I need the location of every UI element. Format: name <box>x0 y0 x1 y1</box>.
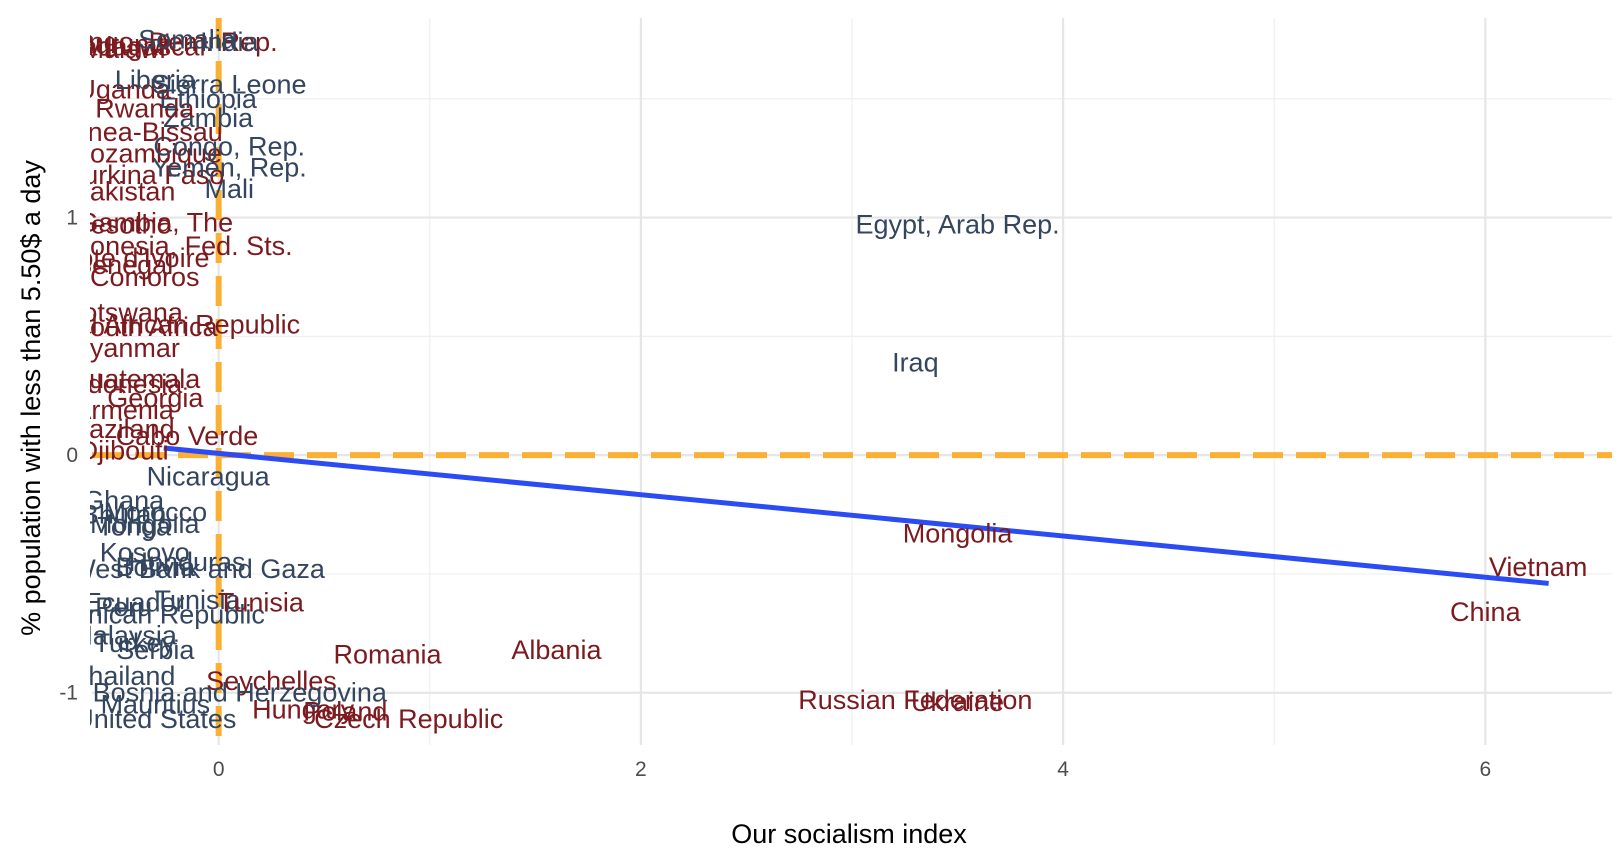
point-label: Tunisia <box>218 587 305 617</box>
point-label: Morocco <box>104 497 208 527</box>
point-label: Guinea-Bissau <box>46 117 223 147</box>
x-tick-label: 2 <box>635 758 647 781</box>
point-label: Myanmar <box>67 333 180 363</box>
point-label: Mozambique <box>67 138 222 168</box>
point-label: Turkey <box>93 628 175 658</box>
point-label: United States <box>74 704 236 734</box>
point-label: Central African Republic <box>11 309 301 339</box>
point-label: Mongolia <box>90 509 201 539</box>
x-tick-label: 6 <box>1479 758 1491 781</box>
minor-gridlines <box>92 18 1612 745</box>
point-label: Tonga <box>97 511 172 541</box>
point-label: Peru <box>95 592 152 622</box>
point-label: Burkina Faso <box>65 160 224 190</box>
point-label: Malawi <box>82 34 166 64</box>
point-label: Ghana <box>83 485 165 515</box>
y-tick-label: 1 <box>66 207 78 230</box>
point-label: Pakistan <box>72 176 176 206</box>
point-label: Serbia <box>116 635 195 665</box>
point-label: Seychelles <box>206 666 337 696</box>
point-label: Liberia <box>115 65 197 95</box>
point-label: Indonesia <box>65 369 183 399</box>
point-label: Russian Federation <box>798 685 1032 715</box>
y-tick-label: 0 <box>66 444 78 467</box>
point-label: Kosovo <box>100 538 190 568</box>
point-label: Ecuador <box>84 587 185 617</box>
fit-line <box>163 445 1549 586</box>
point-label: Guatemala <box>68 364 201 394</box>
point-label: South Africa <box>72 312 219 342</box>
point-label: Vietnam <box>1489 552 1588 582</box>
point-label: India <box>200 27 260 57</box>
point-label: Somalia <box>138 24 237 54</box>
point-label: Albania <box>511 635 602 665</box>
point-label: Sierra Leone <box>152 70 307 100</box>
point-label: Thailand <box>72 661 176 691</box>
point-label: Senegal <box>74 250 173 280</box>
point-label: Botswana <box>64 298 184 328</box>
point-label: Poland <box>303 697 387 727</box>
point-label: Mongolia <box>903 519 1014 549</box>
point-label: Bosnia and Herzegovina <box>93 678 388 708</box>
point-label: Czech Republic <box>314 704 503 734</box>
point-label: Gambia, The <box>78 207 234 237</box>
point-label: Georgia <box>107 383 204 413</box>
point-label: Mauritius <box>101 690 211 720</box>
point-label: Ukraine <box>911 687 1004 717</box>
point-label: Comoros <box>90 262 200 292</box>
point-label: Tunisia <box>155 585 242 615</box>
point-label: Romania <box>334 640 443 670</box>
point-label: Madagascar <box>60 32 209 62</box>
x-axis-title: Our socialism index <box>731 819 967 849</box>
x-tick-label: 0 <box>213 758 225 781</box>
point-labels: Egypt, Arab Rep. Iraq Mongolia Vietnam China… <box>11 24 1588 734</box>
point-label: Nicaragua <box>147 462 271 492</box>
point-label: Cote d'Ivoire <box>59 243 210 273</box>
point-label: Burundi <box>77 29 170 59</box>
point-label: Dominican Republic <box>25 599 265 629</box>
x-tick-label: 4 <box>1057 758 1069 781</box>
point-label: Yemen, Rep. <box>152 153 307 183</box>
point-label: Lesotho <box>76 210 172 240</box>
fit-line-layer <box>163 445 1549 586</box>
point-label: Armenia <box>73 395 175 425</box>
point-label: Malaysia <box>70 621 178 651</box>
point-label: Micronesia, Fed. Sts. <box>39 231 293 261</box>
point-label: China <box>1450 597 1522 627</box>
point-label: Djibouti <box>79 435 169 465</box>
point-label: Egypt, Arab Rep. <box>855 210 1059 240</box>
y-axis-ticks: -1 0 1 <box>59 207 78 705</box>
point-label: Bolivia <box>116 552 197 582</box>
point-label: Ethiopia <box>159 84 258 114</box>
point-label: Bhutan <box>81 500 167 530</box>
point-label: Mali <box>204 174 254 204</box>
point-label: Uganda <box>76 74 172 104</box>
x-axis-ticks: 0 2 4 6 <box>213 758 1491 781</box>
point-label: Iraq <box>892 347 939 377</box>
point-label: Swaziland <box>52 414 175 444</box>
point-label: Hungary <box>252 694 355 724</box>
point-label: Honduras <box>128 547 245 577</box>
point-label: Rwanda <box>95 93 195 123</box>
y-tick-label: -1 <box>59 682 78 705</box>
point-label: Zambia <box>163 103 254 133</box>
reference-lines <box>92 18 1612 745</box>
point-label: West Bank and Gaza <box>70 554 326 584</box>
plot-panel: Egypt, Arab Rep. Iraq Mongolia Vietnam China… <box>11 18 1612 745</box>
point-label: Cabo Verde <box>116 421 259 451</box>
point-label: Congo, Dem. Rep. <box>54 27 278 57</box>
point-label: Congo, Rep. <box>153 131 305 161</box>
y-axis-title: % population with less than 5.50$ a day <box>16 160 46 636</box>
